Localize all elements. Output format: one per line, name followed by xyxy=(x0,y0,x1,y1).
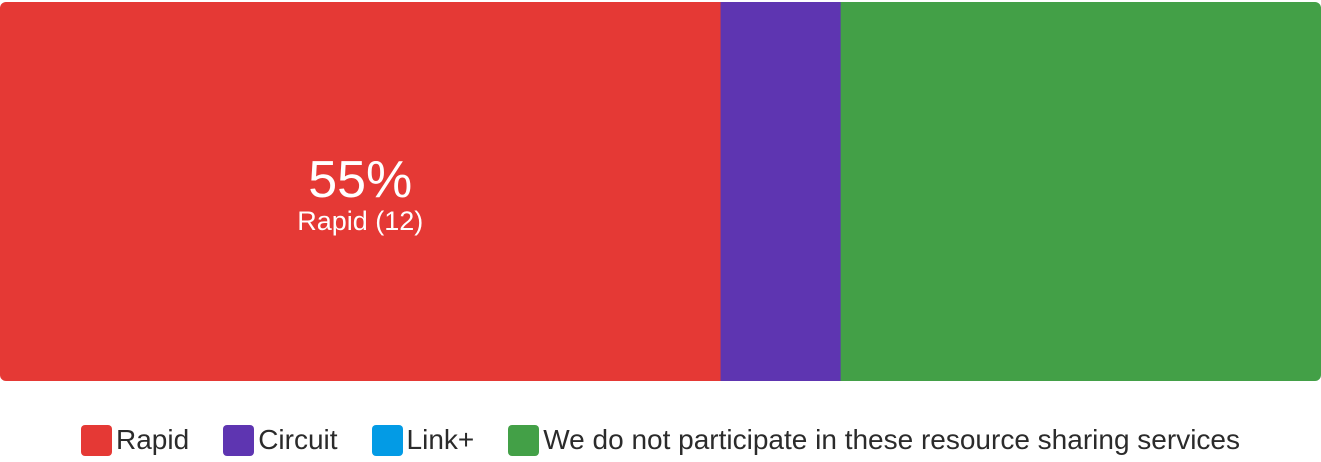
legend-item-circuit[interactable]: Circuit xyxy=(223,424,338,456)
bar-segments xyxy=(0,2,1321,381)
segment-labels: 55%Rapid (12) xyxy=(297,151,423,236)
legend-label-no-participation: We do not participate in these resource … xyxy=(543,424,1240,455)
legend-swatch-linkplus xyxy=(371,424,403,456)
legend-swatch-circuit xyxy=(223,424,255,456)
bar-segment-rapid[interactable] xyxy=(0,2,722,381)
legend-swatch-no-participation xyxy=(508,424,540,456)
legend-label-linkplus: Link+ xyxy=(406,424,475,455)
legend-item-linkplus[interactable]: Link+ xyxy=(371,424,475,456)
legend: Rapid Circuit Link+ We do not participat… xyxy=(0,424,1321,456)
segment-percent-rapid: 55% xyxy=(308,151,412,209)
bar-segment-we-do-not-participate-in-these-resource-sharing-services[interactable] xyxy=(840,2,1321,381)
legend-label-circuit: Circuit xyxy=(258,424,338,455)
legend-item-no-participation[interactable]: We do not participate in these resource … xyxy=(508,424,1240,456)
legend-swatch-rapid xyxy=(81,424,113,456)
legend-label-rapid: Rapid xyxy=(116,424,190,455)
bar-segment-circuit[interactable] xyxy=(720,2,842,381)
legend-item-rapid[interactable]: Rapid xyxy=(81,424,189,456)
segment-sublabel-rapid: Rapid (12) xyxy=(297,206,423,236)
